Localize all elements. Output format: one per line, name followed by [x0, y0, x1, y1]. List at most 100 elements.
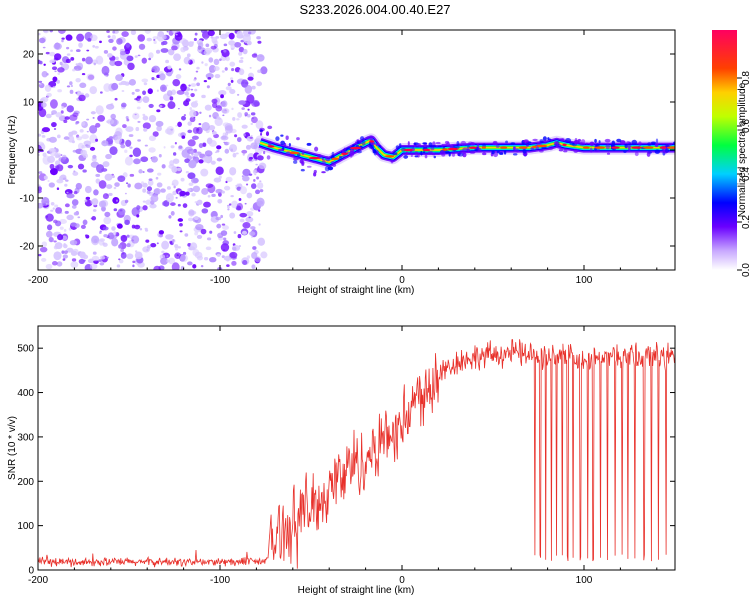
- heatmap-noise-cell: [250, 112, 256, 116]
- heatmap-noise-cell: [241, 107, 245, 110]
- heatmap-noise-cell: [95, 122, 101, 128]
- heatmap-noise-cell: [50, 168, 58, 176]
- heatmap-noise-cell: [224, 148, 230, 154]
- heatmap-noise-cell: [151, 66, 158, 72]
- heatmap-noise-cell: [77, 216, 81, 219]
- heatmap-noise-cell: [166, 255, 169, 258]
- colorbar-tick-label: 0.2: [741, 215, 750, 229]
- heatmap-noise-cell: [184, 233, 189, 237]
- heatmap-noise-cell: [120, 144, 126, 149]
- heatmap-noise-cell: [242, 81, 245, 84]
- heatmap-speckle: [448, 152, 451, 157]
- heatmap-noise-cell: [75, 63, 79, 66]
- heatmap-noise-cell: [73, 65, 82, 71]
- heatmap-noise-cell: [66, 46, 70, 50]
- heatmap-noise-cell: [171, 165, 178, 173]
- heatmap-noise-cell: [168, 215, 172, 219]
- heatmap-noise-cell: [156, 89, 159, 92]
- heatmap-noise-cell: [84, 199, 88, 203]
- heatmap-speckle: [422, 151, 426, 154]
- heatmap-noise-cell: [174, 244, 179, 249]
- heatmap-noise-cell: [40, 96, 49, 103]
- heatmap-noise-cell: [196, 66, 200, 70]
- heatmap-noise-cell: [124, 219, 130, 226]
- heatmap-noise-cell: [174, 252, 182, 260]
- heatmap-noise-cell: [124, 192, 127, 195]
- heatmap-noise-cell: [113, 186, 117, 190]
- heatmap-noise-cell: [148, 147, 156, 153]
- heatmap-speckle: [569, 142, 576, 146]
- heatmap-noise-cell: [62, 177, 67, 181]
- heatmap-noise-cell: [201, 61, 204, 64]
- snr-xlabel: Height of straight line (km): [298, 585, 415, 596]
- heatmap-speckle: [332, 163, 336, 167]
- heatmap-noise-cell: [114, 135, 123, 144]
- heatmap-noise-cell: [257, 69, 262, 74]
- heatmap-noise-cell: [63, 136, 70, 140]
- heatmap-speckle: [594, 138, 597, 143]
- heatmap-noise-cell: [248, 173, 253, 176]
- heatmap-noise-cell: [160, 188, 166, 193]
- heatmap-speckle: [539, 139, 544, 144]
- snr-xtick-label: 100: [576, 575, 593, 586]
- heatmap-speckle: [268, 141, 272, 147]
- heatmap-noise-cell: [128, 134, 134, 137]
- spectrogram-ytick-label: 0: [28, 146, 34, 157]
- heatmap-peak: [481, 146, 486, 149]
- heatmap-noise-cell: [52, 86, 56, 89]
- heatmap-speckle: [410, 152, 413, 158]
- heatmap-peak: [423, 148, 431, 152]
- heatmap-noise-cell: [51, 121, 57, 128]
- heatmap-noise-cell: [172, 152, 177, 156]
- heatmap-noise-cell: [42, 152, 47, 157]
- heatmap-noise-cell: [137, 34, 146, 42]
- heatmap-noise-cell: [245, 144, 252, 150]
- heatmap-noise-cell: [107, 53, 113, 58]
- heatmap-noise-cell: [205, 246, 212, 251]
- heatmap-noise-cell: [221, 100, 228, 108]
- heatmap-noise-cell: [260, 66, 268, 75]
- heatmap-noise-cell: [99, 40, 102, 44]
- heatmap-noise-cell: [190, 92, 195, 98]
- heatmap-speckle: [651, 142, 656, 145]
- heatmap-noise-cell: [89, 146, 96, 151]
- heatmap-noise-cell: [252, 246, 257, 250]
- heatmap-noise-cell: [41, 134, 46, 138]
- heatmap-noise-cell: [242, 48, 248, 55]
- heatmap-peak: [611, 146, 620, 149]
- heatmap-noise-cell: [76, 136, 83, 141]
- snr-series-line: [38, 339, 675, 569]
- heatmap-speckle: [579, 142, 585, 146]
- heatmap-noise-cell: [63, 119, 68, 124]
- heatmap-peak: [349, 146, 362, 150]
- colorbar-label: Normalized spectral amplitude: [737, 82, 748, 217]
- heatmap-noise-cell: [90, 111, 96, 115]
- heatmap-noise-cell: [222, 225, 230, 230]
- heatmap-noise-cell: [144, 30, 152, 34]
- heatmap-speckle: [266, 155, 271, 160]
- heatmap-noise-cell: [227, 82, 231, 87]
- heatmap-noise-cell: [121, 102, 127, 108]
- heatmap-speckle: [422, 142, 428, 145]
- heatmap-speckle: [548, 145, 554, 151]
- heatmap-speckle: [293, 160, 298, 164]
- heatmap-speckle: [301, 150, 305, 156]
- heatmap-noise-cell: [103, 216, 112, 225]
- heatmap-noise-cell: [165, 234, 174, 240]
- heatmap-speckle: [631, 139, 638, 145]
- heatmap-noise-cell: [76, 90, 82, 96]
- heatmap-speckle: [470, 142, 476, 146]
- heatmap-noise-cell: [225, 86, 232, 91]
- snr-panel: -200 -100 0 100 0 100 200 300 400 500 Height of s…: [7, 325, 676, 596]
- heatmap-noise-cell: [228, 40, 236, 46]
- heatmap-noise-cell: [258, 209, 261, 212]
- heatmap-noise-cell: [148, 135, 156, 142]
- heatmap-noise-cell: [203, 156, 212, 163]
- heatmap-noise-cell: [188, 159, 197, 169]
- heatmap-speckle: [462, 147, 469, 152]
- heatmap-noise-cell: [121, 31, 129, 38]
- heatmap-speckle: [634, 151, 639, 157]
- heatmap-noise-cell: [214, 117, 223, 127]
- heatmap-noise-cell: [194, 88, 198, 92]
- heatmap-noise-cell: [133, 158, 141, 165]
